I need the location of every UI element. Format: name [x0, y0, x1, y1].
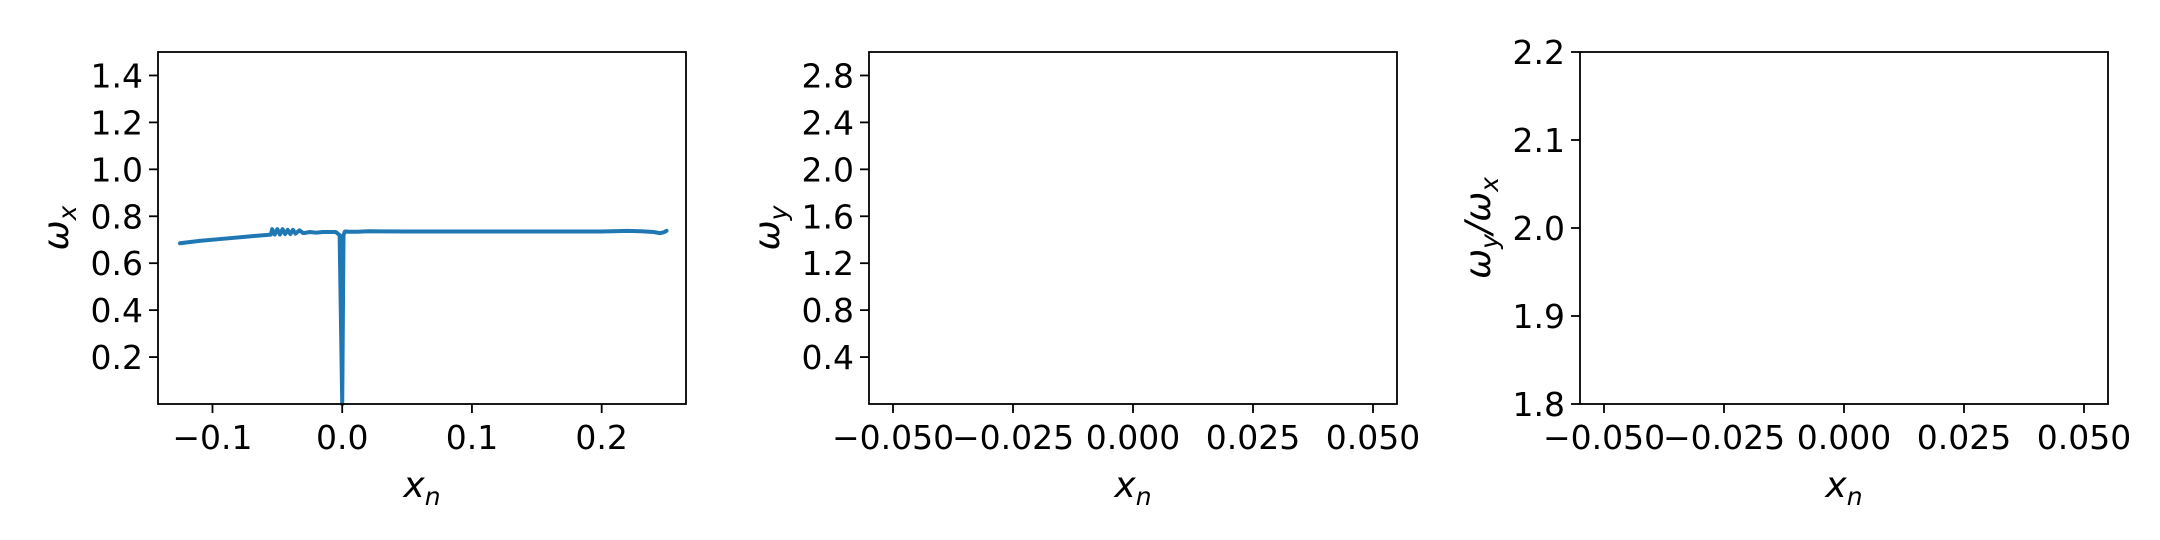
y-tick-label: 0.6	[91, 244, 143, 283]
x-tick-label: −0.025	[1663, 418, 1785, 457]
chart-panel-2: −0.050−0.025 0.000 0.025 0.050 0.4 0.8 1.2 1.6 2…	[747, 51, 1420, 511]
y-tick-label: 2.1	[1513, 121, 1565, 160]
x-tick-label: −0.1	[172, 418, 252, 457]
y-tick-label: 2.8	[802, 56, 854, 95]
series-line-1	[178, 227, 669, 406]
y-tick-label: 1.6	[802, 197, 854, 236]
y-tick-label: 0.4	[91, 291, 143, 330]
y-tick-label: 1.2	[802, 244, 854, 283]
y-tick-label: 1.8	[1513, 385, 1565, 424]
x-tick-label: −0.050	[1543, 418, 1665, 457]
x-tick-label: 0.2	[575, 418, 627, 457]
x-tick-label: −0.050	[832, 418, 954, 457]
chart-panel-3: −0.050−0.025 0.000 0.025 0.050 1.8 1.9 2.0 2.1 2…	[1458, 33, 2131, 511]
x-axis-label: xn	[402, 465, 440, 511]
axes-frame	[157, 51, 687, 405]
x-axis-label: xn	[1113, 465, 1151, 511]
y-tick-label: 1.2	[91, 103, 143, 142]
y-tick-label: 1.0	[91, 150, 143, 189]
y-axis-label: ωx	[36, 205, 82, 250]
x-axis-label: xn	[1824, 465, 1862, 511]
y-tick-label: 0.8	[91, 197, 143, 236]
y-tick-label: 0.2	[91, 338, 143, 377]
y-tick-label: 2.4	[802, 103, 854, 142]
y-tick-label: 1.4	[91, 56, 143, 95]
y-tick-label: 2.0	[802, 150, 854, 189]
y-tick-label: 2.0	[1513, 209, 1565, 248]
x-tick-label: 0.0	[316, 418, 368, 457]
y-tick-label: 0.4	[802, 338, 854, 377]
x-tick-label: 0.000	[1797, 418, 1891, 457]
x-tick-label: 0.1	[446, 418, 498, 457]
y-tick-label: 2.2	[1513, 33, 1565, 72]
chart-panel-1: −0.1 0.0 0.1 0.2 0.2 0.4 0.6 0.8 1.0 1.2 1.4 xn ωx	[36, 51, 687, 511]
x-tick-label: 0.050	[2037, 418, 2131, 457]
x-tick-label: 0.050	[1326, 418, 1420, 457]
y-tick-label: 1.9	[1513, 297, 1565, 336]
x-tick-label: −0.025	[952, 418, 1074, 457]
y-axis-label: ωy	[747, 204, 793, 250]
y-axis-label: ωy/ωx	[1458, 177, 1504, 279]
y-tick-label: 0.8	[802, 291, 854, 330]
x-tick-label: 0.000	[1086, 418, 1180, 457]
x-tick-label: 0.025	[1917, 418, 2011, 457]
x-tick-label: 0.025	[1206, 418, 1300, 457]
